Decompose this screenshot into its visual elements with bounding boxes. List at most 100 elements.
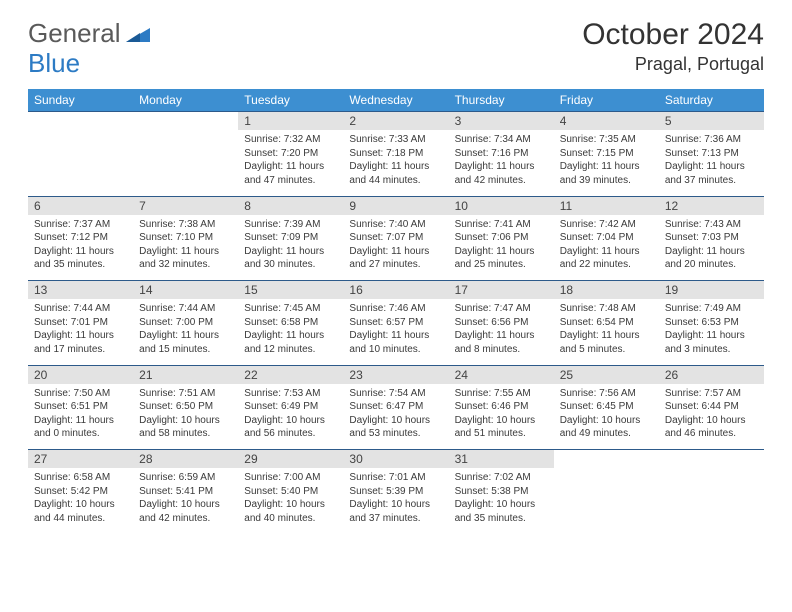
day-content-cell: Sunrise: 7:39 AMSunset: 7:09 PMDaylight:…: [238, 215, 343, 281]
day-number-cell: [133, 112, 238, 131]
sunrise-line: Sunrise: 7:36 AM: [665, 133, 758, 147]
daylight-line: Daylight: 11 hours and 5 minutes.: [560, 329, 653, 356]
day-number-cell: 17: [449, 281, 554, 300]
month-title: October 2024: [582, 18, 764, 52]
day-content-row: Sunrise: 7:44 AMSunset: 7:01 PMDaylight:…: [28, 299, 764, 365]
day-number-row: 13141516171819: [28, 281, 764, 300]
sunset-line: Sunset: 5:41 PM: [139, 485, 232, 499]
day-number-cell: 20: [28, 365, 133, 384]
day-content-cell: Sunrise: 7:51 AMSunset: 6:50 PMDaylight:…: [133, 384, 238, 450]
sunrise-line: Sunrise: 7:01 AM: [349, 471, 442, 485]
daylight-line: Daylight: 10 hours and 53 minutes.: [349, 414, 442, 441]
day-number-cell: 24: [449, 365, 554, 384]
day-content-row: Sunrise: 7:50 AMSunset: 6:51 PMDaylight:…: [28, 384, 764, 450]
day-content-cell: Sunrise: 7:57 AMSunset: 6:44 PMDaylight:…: [659, 384, 764, 450]
sunrise-line: Sunrise: 7:42 AM: [560, 218, 653, 232]
day-content-cell: [554, 468, 659, 534]
day-number-row: 2728293031: [28, 450, 764, 469]
sunset-line: Sunset: 7:20 PM: [244, 147, 337, 161]
logo-text-blue: Blue: [28, 48, 80, 79]
day-content-cell: Sunrise: 7:42 AMSunset: 7:04 PMDaylight:…: [554, 215, 659, 281]
sunrise-line: Sunrise: 7:38 AM: [139, 218, 232, 232]
sunset-line: Sunset: 7:06 PM: [455, 231, 548, 245]
day-number-cell: 23: [343, 365, 448, 384]
sunrise-line: Sunrise: 7:41 AM: [455, 218, 548, 232]
sunrise-line: Sunrise: 7:32 AM: [244, 133, 337, 147]
day-content-cell: Sunrise: 7:34 AMSunset: 7:16 PMDaylight:…: [449, 130, 554, 196]
calendar-table: SundayMondayTuesdayWednesdayThursdayFrid…: [28, 89, 764, 534]
sunrise-line: Sunrise: 7:55 AM: [455, 387, 548, 401]
sunrise-line: Sunrise: 7:50 AM: [34, 387, 127, 401]
sunrise-line: Sunrise: 7:51 AM: [139, 387, 232, 401]
sunset-line: Sunset: 7:03 PM: [665, 231, 758, 245]
sunrise-line: Sunrise: 7:33 AM: [349, 133, 442, 147]
day-content-cell: Sunrise: 7:33 AMSunset: 7:18 PMDaylight:…: [343, 130, 448, 196]
day-content-cell: Sunrise: 7:44 AMSunset: 7:01 PMDaylight:…: [28, 299, 133, 365]
sunset-line: Sunset: 6:49 PM: [244, 400, 337, 414]
sunrise-line: Sunrise: 6:59 AM: [139, 471, 232, 485]
daylight-line: Daylight: 11 hours and 32 minutes.: [139, 245, 232, 272]
weekday-header: Monday: [133, 89, 238, 112]
day-number-cell: 31: [449, 450, 554, 469]
logo-text-general: General: [28, 18, 121, 49]
day-number-cell: 9: [343, 196, 448, 215]
sunrise-line: Sunrise: 7:48 AM: [560, 302, 653, 316]
day-content-cell: [659, 468, 764, 534]
sunset-line: Sunset: 7:18 PM: [349, 147, 442, 161]
day-content-cell: Sunrise: 7:00 AMSunset: 5:40 PMDaylight:…: [238, 468, 343, 534]
sunrise-line: Sunrise: 7:56 AM: [560, 387, 653, 401]
daylight-line: Daylight: 11 hours and 39 minutes.: [560, 160, 653, 187]
sunset-line: Sunset: 7:07 PM: [349, 231, 442, 245]
sunrise-line: Sunrise: 7:34 AM: [455, 133, 548, 147]
day-number-cell: [659, 450, 764, 469]
sunset-line: Sunset: 7:12 PM: [34, 231, 127, 245]
day-number-cell: 8: [238, 196, 343, 215]
day-number-cell: 15: [238, 281, 343, 300]
day-content-cell: Sunrise: 7:32 AMSunset: 7:20 PMDaylight:…: [238, 130, 343, 196]
daylight-line: Daylight: 10 hours and 49 minutes.: [560, 414, 653, 441]
sunrise-line: Sunrise: 7:54 AM: [349, 387, 442, 401]
day-number-cell: 14: [133, 281, 238, 300]
daylight-line: Daylight: 10 hours and 51 minutes.: [455, 414, 548, 441]
daylight-line: Daylight: 11 hours and 0 minutes.: [34, 414, 127, 441]
daylight-line: Daylight: 11 hours and 15 minutes.: [139, 329, 232, 356]
daylight-line: Daylight: 11 hours and 25 minutes.: [455, 245, 548, 272]
day-number-row: 12345: [28, 112, 764, 131]
day-number-cell: 19: [659, 281, 764, 300]
sunset-line: Sunset: 7:09 PM: [244, 231, 337, 245]
day-number-cell: 3: [449, 112, 554, 131]
day-number-cell: 10: [449, 196, 554, 215]
sunset-line: Sunset: 5:38 PM: [455, 485, 548, 499]
day-number-cell: 28: [133, 450, 238, 469]
sunrise-line: Sunrise: 7:44 AM: [139, 302, 232, 316]
sunset-line: Sunset: 7:16 PM: [455, 147, 548, 161]
day-number-cell: 25: [554, 365, 659, 384]
sunrise-line: Sunrise: 7:53 AM: [244, 387, 337, 401]
daylight-line: Daylight: 10 hours and 37 minutes.: [349, 498, 442, 525]
daylight-line: Daylight: 11 hours and 47 minutes.: [244, 160, 337, 187]
sunrise-line: Sunrise: 7:02 AM: [455, 471, 548, 485]
header: General October 2024 Pragal, Portugal: [0, 0, 792, 83]
sunrise-line: Sunrise: 7:46 AM: [349, 302, 442, 316]
daylight-line: Daylight: 10 hours and 46 minutes.: [665, 414, 758, 441]
daylight-line: Daylight: 11 hours and 8 minutes.: [455, 329, 548, 356]
sunrise-line: Sunrise: 7:49 AM: [665, 302, 758, 316]
sunrise-line: Sunrise: 7:37 AM: [34, 218, 127, 232]
sunset-line: Sunset: 7:00 PM: [139, 316, 232, 330]
sunrise-line: Sunrise: 7:00 AM: [244, 471, 337, 485]
sunrise-line: Sunrise: 7:47 AM: [455, 302, 548, 316]
daylight-line: Daylight: 10 hours and 42 minutes.: [139, 498, 232, 525]
day-number-cell: 13: [28, 281, 133, 300]
day-content-row: Sunrise: 6:58 AMSunset: 5:42 PMDaylight:…: [28, 468, 764, 534]
sunset-line: Sunset: 6:51 PM: [34, 400, 127, 414]
day-number-cell: 26: [659, 365, 764, 384]
sunset-line: Sunset: 7:10 PM: [139, 231, 232, 245]
daylight-line: Daylight: 11 hours and 3 minutes.: [665, 329, 758, 356]
logo: General: [28, 18, 152, 49]
day-content-cell: [133, 130, 238, 196]
day-content-cell: Sunrise: 7:41 AMSunset: 7:06 PMDaylight:…: [449, 215, 554, 281]
day-content-cell: Sunrise: 6:58 AMSunset: 5:42 PMDaylight:…: [28, 468, 133, 534]
day-number-cell: 12: [659, 196, 764, 215]
day-content-cell: Sunrise: 6:59 AMSunset: 5:41 PMDaylight:…: [133, 468, 238, 534]
sunrise-line: Sunrise: 6:58 AM: [34, 471, 127, 485]
